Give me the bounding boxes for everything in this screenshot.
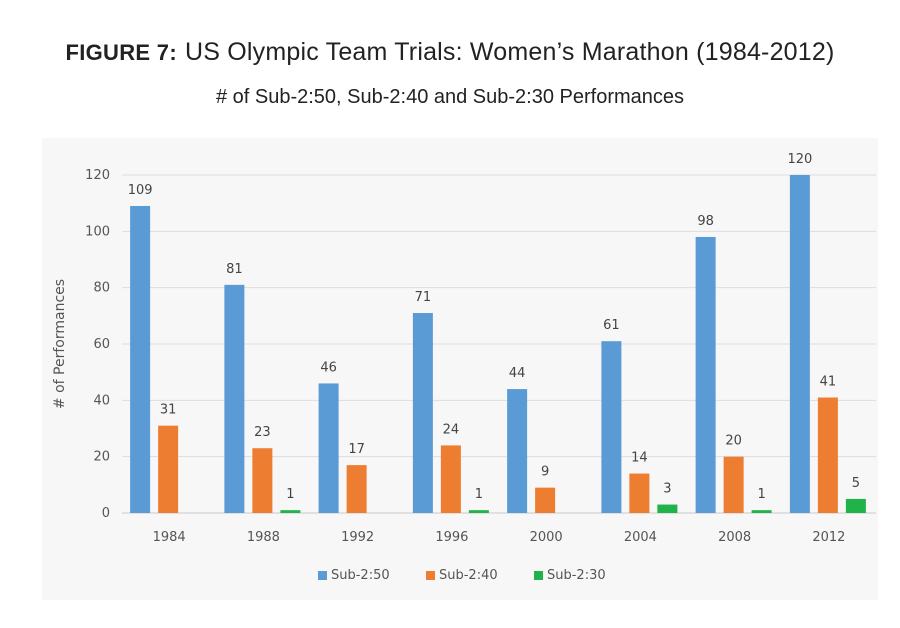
y-axis-title: # of Performances <box>52 279 68 409</box>
bar-sub-2-30-1996 <box>468 510 489 513</box>
bar-sub-2-40-1984 <box>158 425 179 513</box>
x-tick-label: 2004 <box>624 530 657 545</box>
y-tick-label: 100 <box>85 224 110 239</box>
data-label: 9 <box>541 465 549 480</box>
y-tick-label: 0 <box>102 506 110 521</box>
bar-sub-2-30-2004 <box>657 504 678 513</box>
legend-label: Sub-2:30 <box>547 568 606 583</box>
legend-swatch <box>318 571 327 580</box>
y-tick-label: 20 <box>93 450 110 465</box>
y-tick-label: 120 <box>85 168 110 183</box>
data-label: 14 <box>631 451 648 466</box>
data-label: 5 <box>852 476 860 491</box>
bar-sub-2-30-2008 <box>751 510 772 513</box>
title-text: US Olympic Team Trials: Women’s Marathon… <box>184 38 835 66</box>
data-label: 44 <box>509 366 526 381</box>
bar-sub-2-50-2000 <box>507 389 528 513</box>
bar-sub-2-50-1984 <box>130 205 151 513</box>
y-tick-label: 40 <box>93 393 110 408</box>
bar-sub-2-30-1988 <box>280 510 301 513</box>
bar-sub-2-50-1996 <box>412 313 433 513</box>
bar-sub-2-40-1988 <box>252 448 273 513</box>
bar-sub-2-30-2012 <box>845 498 866 513</box>
x-tick-label: 2000 <box>530 530 563 545</box>
legend-label: Sub-2:40 <box>439 568 498 583</box>
data-label: 31 <box>160 403 177 418</box>
data-label: 81 <box>226 262 243 277</box>
data-label: 120 <box>787 152 812 167</box>
bar-sub-2-50-1988 <box>224 284 245 513</box>
legend-label: Sub-2:50 <box>331 568 390 583</box>
bar-sub-2-50-2004 <box>601 341 622 513</box>
data-label: 1 <box>286 487 294 502</box>
data-label: 24 <box>443 422 460 437</box>
x-tick-label: 2012 <box>812 530 845 545</box>
data-label: 3 <box>663 482 671 497</box>
figure-label: FIGURE 7: <box>65 40 177 65</box>
data-label: 1 <box>475 487 483 502</box>
bar-sub-2-50-2008 <box>695 236 716 513</box>
x-tick-label: 1988 <box>247 530 280 545</box>
x-tick-label: 1996 <box>435 530 468 545</box>
bar-sub-2-40-2008 <box>723 456 744 513</box>
y-tick-label: 60 <box>93 337 110 352</box>
bar-sub-2-40-1992 <box>346 465 367 513</box>
legend-swatch <box>426 571 435 580</box>
bar-sub-2-50-2012 <box>789 175 810 513</box>
x-tick-label: 1992 <box>341 530 374 545</box>
data-label: 109 <box>128 183 153 198</box>
bar-sub-2-40-2012 <box>817 397 838 513</box>
bar-sub-2-40-2000 <box>535 487 556 513</box>
data-label: 71 <box>415 290 432 305</box>
data-label: 98 <box>697 214 714 229</box>
y-tick-label: 80 <box>93 281 110 296</box>
legend-swatch <box>534 571 543 580</box>
data-label: 41 <box>820 375 837 390</box>
data-label: 17 <box>348 442 365 457</box>
data-label: 1 <box>757 487 765 502</box>
chart-panel: 0 20 40 60 80 100 120 # of Performances 109 31 198… <box>42 138 878 600</box>
x-tick-label: 2008 <box>718 530 751 545</box>
bar-sub-2-40-2004 <box>629 473 650 513</box>
bar-sub-2-40-1996 <box>440 445 461 513</box>
chart-title: FIGURE 7: US Olympic Team Trials: Women’s… <box>0 38 900 67</box>
data-label: 61 <box>603 318 620 333</box>
bar-sub-2-50-1992 <box>318 383 339 513</box>
data-label: 20 <box>725 434 742 449</box>
chart-subtitle: # of Sub-2:50, Sub-2:40 and Sub-2:30 Per… <box>215 86 685 108</box>
data-label: 46 <box>320 360 337 375</box>
data-label: 23 <box>254 425 271 440</box>
x-tick-label: 1984 <box>153 530 186 545</box>
